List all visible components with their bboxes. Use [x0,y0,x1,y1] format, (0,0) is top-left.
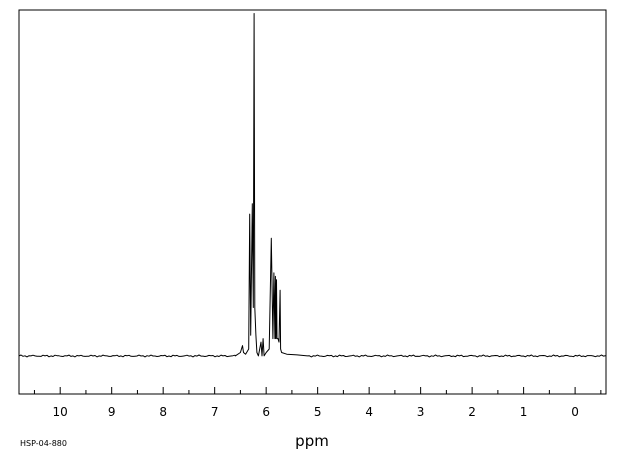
spectrum-line [18,13,607,358]
x-tick-label: 7 [211,405,219,419]
x-tick-label: 5 [314,405,322,419]
x-tick-label: 1 [520,405,528,419]
x-tick-label: 4 [365,405,373,419]
x-tick-label: 8 [159,405,167,419]
x-axis-label: ppm [295,432,329,450]
x-tick-label: 10 [53,405,68,419]
x-tick-label: 0 [571,405,579,419]
x-axis-ticks [33,387,602,394]
x-tick-label: 3 [417,405,425,419]
x-axis-tick-labels: 10 9 8 7 6 5 4 3 2 1 0 [53,405,579,419]
plot-frame [18,9,607,395]
spectrum-code: HSP-04-880 [20,439,67,448]
x-tick-label: 6 [262,405,270,419]
x-tick-label: 9 [108,405,116,419]
x-tick-label: 2 [468,405,476,419]
